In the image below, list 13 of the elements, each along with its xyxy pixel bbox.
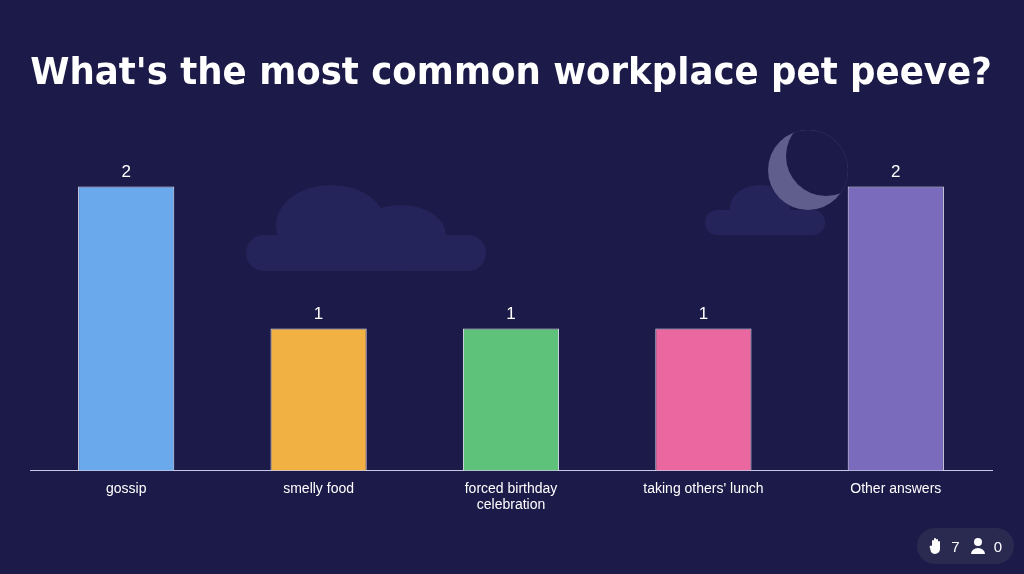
text: 7	[951, 537, 960, 555]
x-tick-label: Other answers	[850, 479, 942, 496]
data-label: 1	[506, 303, 516, 323]
text: 0	[993, 537, 1002, 555]
x-tick-label: gossip	[105, 479, 147, 496]
x-tick-label: smelly food	[283, 479, 355, 496]
chart-title: What's the most common workplace pet peeve?	[30, 49, 992, 93]
data-label: 2	[121, 161, 131, 181]
data-label: 1	[313, 303, 324, 323]
data-label: 2	[891, 161, 901, 181]
x-tick-label: forced birthday celebration	[464, 479, 558, 513]
x-tick-label: taking others' lunch	[643, 479, 764, 496]
data-label: 1	[698, 303, 709, 323]
